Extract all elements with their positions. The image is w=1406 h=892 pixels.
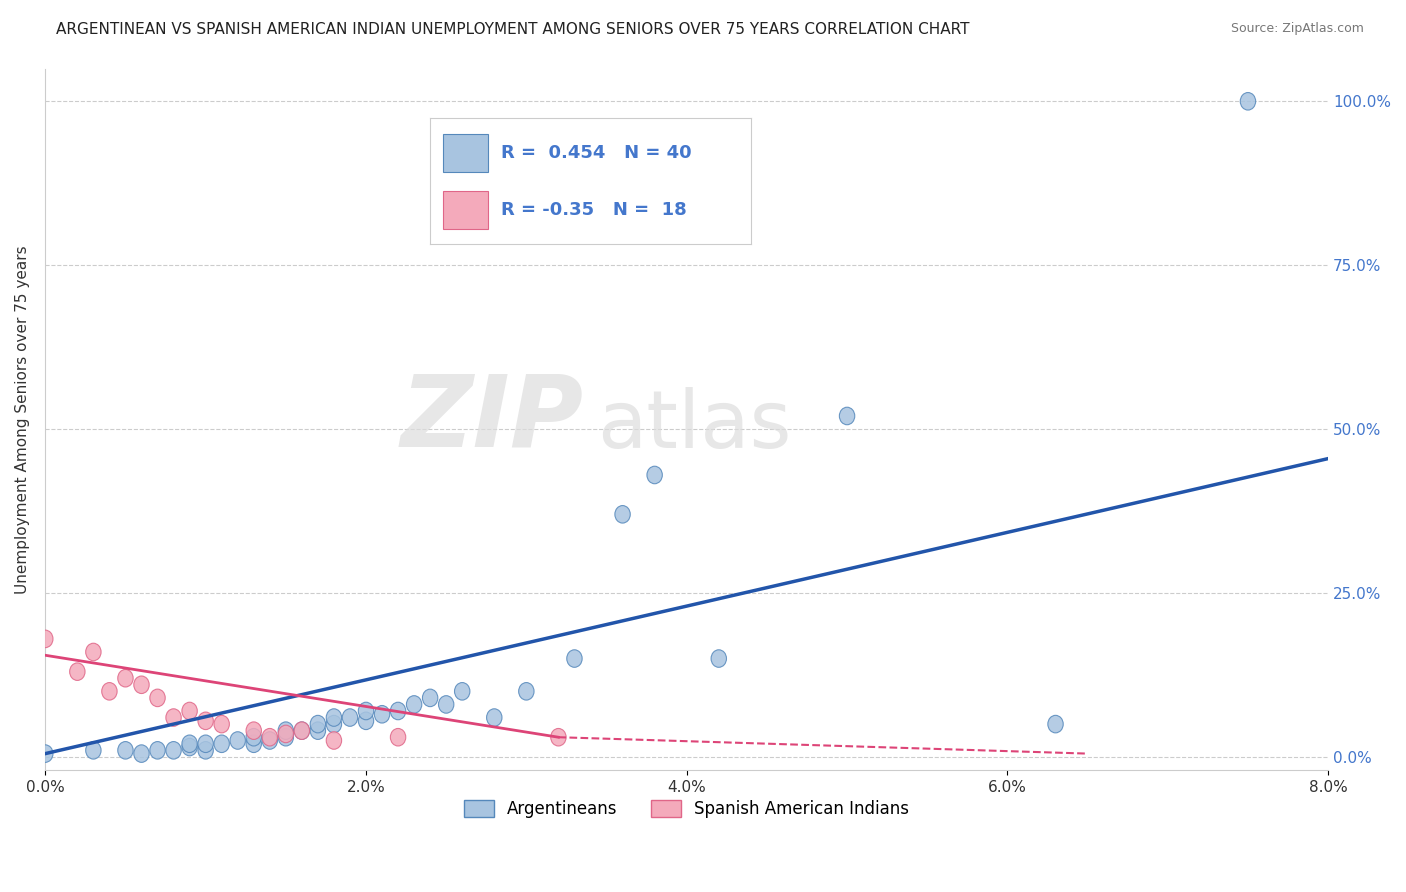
Ellipse shape — [246, 735, 262, 753]
Ellipse shape — [134, 676, 149, 694]
Ellipse shape — [214, 735, 229, 753]
Ellipse shape — [567, 649, 582, 667]
Ellipse shape — [711, 649, 727, 667]
Ellipse shape — [278, 729, 294, 746]
Ellipse shape — [231, 731, 246, 749]
Ellipse shape — [519, 682, 534, 700]
Ellipse shape — [839, 408, 855, 425]
Ellipse shape — [614, 506, 630, 523]
Ellipse shape — [439, 696, 454, 714]
Ellipse shape — [326, 731, 342, 749]
Ellipse shape — [278, 725, 294, 743]
Ellipse shape — [150, 741, 166, 759]
Ellipse shape — [311, 715, 326, 733]
Ellipse shape — [86, 741, 101, 759]
Ellipse shape — [359, 702, 374, 720]
Ellipse shape — [246, 722, 262, 739]
Ellipse shape — [118, 670, 134, 687]
Ellipse shape — [311, 722, 326, 739]
Ellipse shape — [198, 735, 214, 753]
Ellipse shape — [326, 709, 342, 726]
Ellipse shape — [391, 702, 406, 720]
Ellipse shape — [326, 715, 342, 733]
Text: ARGENTINEAN VS SPANISH AMERICAN INDIAN UNEMPLOYMENT AMONG SENIORS OVER 75 YEARS : ARGENTINEAN VS SPANISH AMERICAN INDIAN U… — [56, 22, 970, 37]
Ellipse shape — [214, 715, 229, 733]
Ellipse shape — [38, 630, 53, 648]
Ellipse shape — [181, 702, 197, 720]
Ellipse shape — [342, 709, 357, 726]
Ellipse shape — [70, 663, 84, 681]
Legend: Argentineans, Spanish American Indians: Argentineans, Spanish American Indians — [457, 793, 917, 825]
Text: ZIP: ZIP — [401, 371, 583, 467]
Ellipse shape — [262, 729, 277, 746]
Ellipse shape — [359, 712, 374, 730]
Ellipse shape — [166, 709, 181, 726]
Ellipse shape — [294, 722, 309, 739]
Ellipse shape — [101, 682, 117, 700]
Ellipse shape — [391, 729, 406, 746]
Ellipse shape — [118, 741, 134, 759]
Ellipse shape — [198, 741, 214, 759]
Text: Source: ZipAtlas.com: Source: ZipAtlas.com — [1230, 22, 1364, 36]
Ellipse shape — [454, 682, 470, 700]
Ellipse shape — [150, 690, 166, 706]
Ellipse shape — [246, 729, 262, 746]
Y-axis label: Unemployment Among Seniors over 75 years: Unemployment Among Seniors over 75 years — [15, 245, 30, 593]
Ellipse shape — [198, 712, 214, 730]
Ellipse shape — [181, 739, 197, 756]
Ellipse shape — [262, 731, 277, 749]
Ellipse shape — [166, 741, 181, 759]
Ellipse shape — [1240, 93, 1256, 110]
Ellipse shape — [406, 696, 422, 714]
Ellipse shape — [647, 467, 662, 483]
Ellipse shape — [374, 706, 389, 723]
Ellipse shape — [422, 690, 437, 706]
Ellipse shape — [134, 745, 149, 763]
Text: atlas: atlas — [598, 387, 792, 466]
Ellipse shape — [278, 722, 294, 739]
Ellipse shape — [294, 722, 309, 739]
Ellipse shape — [181, 735, 197, 753]
Ellipse shape — [1047, 715, 1063, 733]
Ellipse shape — [38, 745, 53, 763]
Ellipse shape — [551, 729, 567, 746]
Ellipse shape — [86, 643, 101, 661]
Ellipse shape — [486, 709, 502, 726]
